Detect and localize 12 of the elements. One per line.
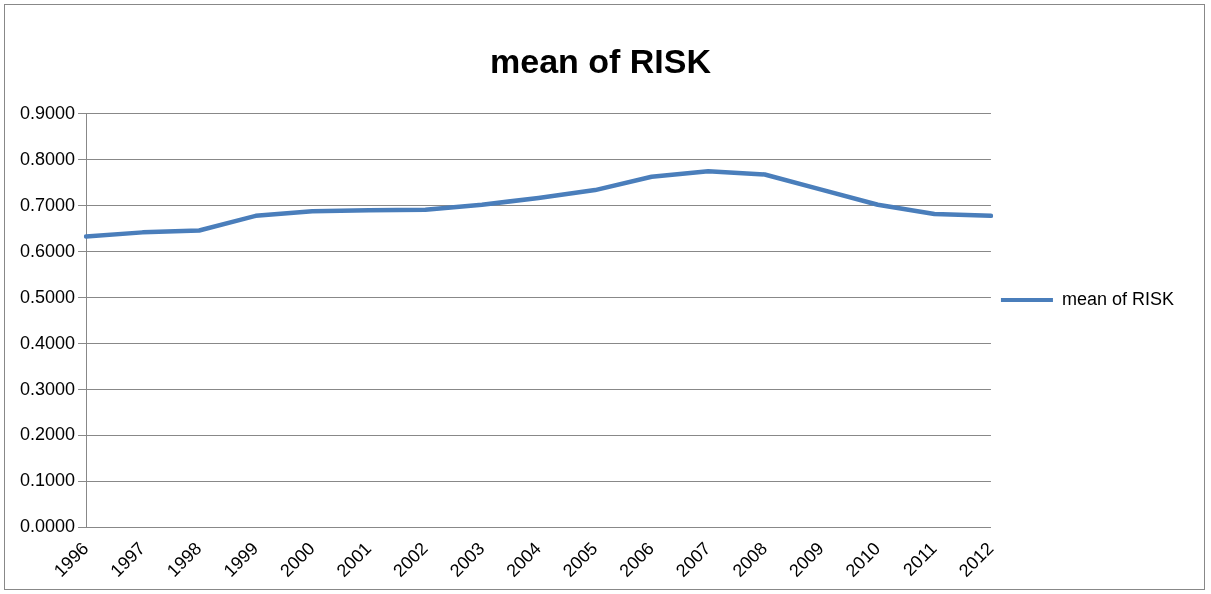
y-tick-label: 0.1000 <box>19 470 76 491</box>
y-tick-label: 0.9000 <box>19 102 76 123</box>
y-tick-label: 0.8000 <box>19 148 76 169</box>
y-tick-label: 0.3000 <box>19 378 76 399</box>
y-tick-label: 0.2000 <box>19 424 76 445</box>
y-tick-label: 0.7000 <box>19 194 76 215</box>
legend-label: mean of RISK <box>1061 288 1175 309</box>
y-tick-label: 0.6000 <box>19 240 76 261</box>
chart-title: mean of RISK <box>489 41 712 80</box>
y-tick-label: 0.0000 <box>19 516 76 537</box>
y-tick-label: 0.5000 <box>19 286 76 307</box>
y-tick-label: 0.4000 <box>19 332 76 353</box>
